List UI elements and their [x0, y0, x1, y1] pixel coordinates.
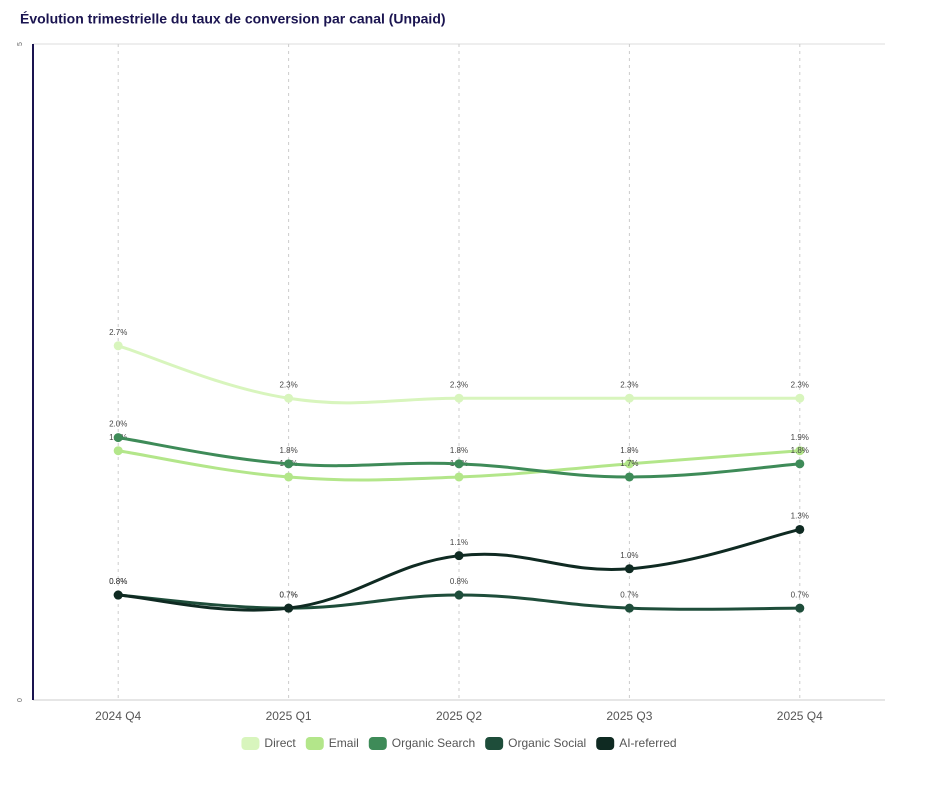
legend: Direct Email Organic Search Organic Social A…: [241, 736, 677, 750]
x-tick-label: 2025 Q2: [436, 709, 482, 723]
data-point: [795, 524, 805, 534]
data-point: [454, 551, 464, 561]
data-label: 1.8%: [791, 446, 809, 455]
x-tick-label: 2025 Q3: [606, 709, 652, 723]
data-point: [795, 459, 805, 469]
data-point: [454, 590, 464, 600]
data-point: [284, 393, 294, 403]
data-point: [454, 472, 464, 482]
data-label: 2.0%: [109, 420, 127, 429]
data-point: [624, 472, 634, 482]
data-label: 0.8%: [109, 577, 127, 586]
data-point: [284, 459, 294, 469]
data-point: [795, 603, 805, 613]
data-label: 0.8%: [450, 577, 468, 586]
x-tick-label: 2025 Q4: [777, 709, 823, 723]
data-label: 0.7%: [791, 590, 809, 599]
data-point: [113, 341, 123, 351]
data-point: [284, 472, 294, 482]
data-label: 2.3%: [450, 380, 468, 389]
data-label: 0.7%: [279, 590, 297, 599]
legend-label: AI-referred: [619, 736, 676, 750]
data-point: [113, 433, 123, 443]
legend-label: Organic Search: [392, 736, 475, 750]
data-label: 0.7%: [620, 590, 638, 599]
data-point: [624, 393, 634, 403]
data-label: 2.7%: [109, 328, 127, 337]
legend-swatch: [305, 737, 324, 750]
data-point: [624, 564, 634, 574]
data-point: [624, 459, 634, 469]
legend-label: Organic Social: [508, 736, 586, 750]
data-point: [113, 446, 123, 456]
data-point: [454, 393, 464, 403]
data-label: 1.7%: [620, 459, 638, 468]
data-label: 2.3%: [620, 380, 638, 389]
y-tick-label: 0: [17, 698, 24, 702]
legend-label: Direct: [264, 736, 296, 750]
x-tick-label: 2025 Q1: [266, 709, 312, 723]
data-label: 1.1%: [450, 538, 468, 547]
data-label: 1.0%: [620, 551, 638, 560]
data-label: 2.3%: [791, 380, 809, 389]
data-point: [454, 459, 464, 469]
legend-swatch: [368, 737, 387, 750]
data-label: 1.8%: [450, 446, 468, 455]
data-label: 1.3%: [791, 512, 809, 521]
data-label: 0.8%: [109, 577, 127, 586]
legend-swatch: [596, 737, 615, 750]
data-point: [113, 590, 123, 600]
data-label: 1.8%: [279, 446, 297, 455]
data-label: 1.9%: [791, 433, 809, 442]
data-point: [795, 446, 805, 456]
data-point: [795, 393, 805, 403]
data-point: [284, 603, 294, 613]
data-point: [624, 603, 634, 613]
x-tick-label: 2024 Q4: [95, 709, 141, 723]
chart-title: Évolution trimestrielle du taux de conve…: [20, 11, 446, 27]
data-label: 1.8%: [620, 446, 638, 455]
legend-swatch: [485, 737, 504, 750]
legend-swatch: [241, 737, 260, 750]
y-tick-label: 5: [17, 42, 24, 46]
legend-label: Email: [329, 736, 359, 750]
data-label: 0.7%: [279, 590, 297, 599]
data-label: 2.3%: [279, 380, 297, 389]
